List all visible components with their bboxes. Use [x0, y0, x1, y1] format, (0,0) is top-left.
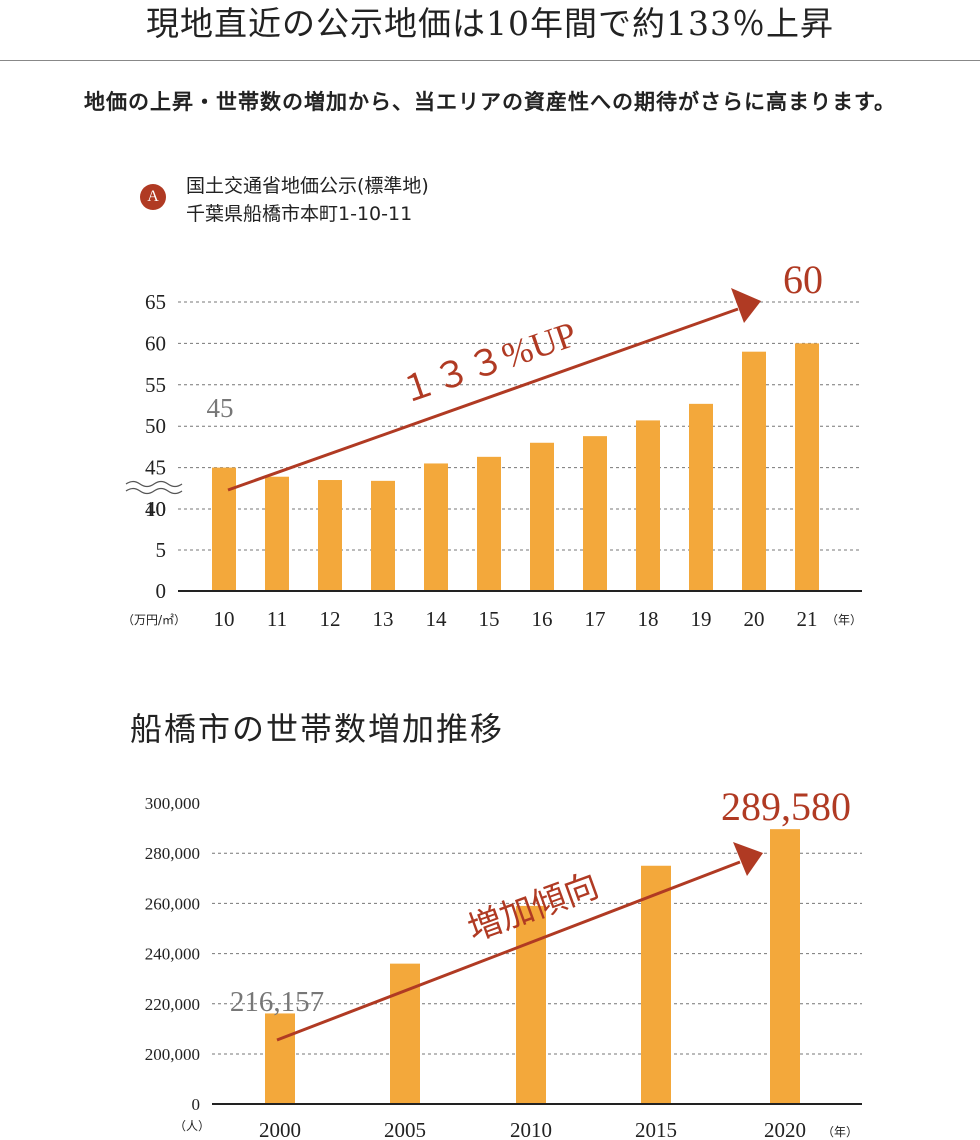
- bar: [477, 456, 501, 591]
- y-tick-label: 10: [145, 497, 166, 521]
- bar: [583, 436, 607, 591]
- x-tick-label: 15: [479, 607, 500, 631]
- last-value-label: 289,580: [721, 784, 851, 829]
- y-tick-label: 55: [145, 373, 166, 397]
- y-tick-label: 5: [156, 538, 167, 562]
- bar: [390, 963, 420, 1104]
- bar: [641, 865, 671, 1104]
- page-headline: 現地直近の公示地価は10年間で約133％上昇: [146, 4, 834, 43]
- x-tick-label: 10: [214, 607, 235, 631]
- bar: [530, 442, 554, 591]
- first-value-label: 45: [207, 393, 234, 423]
- x-tick-label: 19: [691, 607, 712, 631]
- bar: [265, 1013, 295, 1104]
- y-tick-label: 300,000: [145, 794, 200, 813]
- source-line-1: 国土交通省地価公示(標準地): [186, 175, 429, 197]
- y-unit-label: （人）: [174, 1119, 210, 1133]
- y-tick-label: 280,000: [145, 844, 200, 863]
- x-unit-label: （年）: [826, 613, 862, 627]
- x-tick-label: 2005: [384, 1118, 426, 1140]
- y-tick-label: 50: [145, 414, 166, 438]
- bar: [265, 476, 289, 591]
- x-tick-label: 21: [797, 607, 818, 631]
- lead-text: 地価の上昇・世帯数の増加から、当エリアの資産性への期待がさらに高まります。: [84, 90, 896, 114]
- y-tick-label: 45: [145, 456, 166, 480]
- bar: [636, 420, 660, 591]
- y-tick-label: 0: [156, 579, 167, 603]
- x-tick-label: 2015: [635, 1118, 677, 1140]
- x-tick-label: 14: [426, 607, 448, 631]
- axis-break-mark: [125, 480, 183, 488]
- trend-arrow-line: [227, 307, 739, 492]
- y-unit-label: （万円/㎡）: [122, 613, 186, 627]
- x-tick-label: 2000: [259, 1118, 301, 1140]
- bar: [795, 343, 819, 591]
- x-tick-label: 18: [638, 607, 659, 631]
- source-line-2: 千葉県船橋市本町1-10-11: [186, 203, 413, 225]
- trend-arrow-head: [731, 288, 761, 323]
- x-tick-label: 2020: [764, 1118, 806, 1140]
- y-tick-label: 40: [145, 497, 166, 521]
- bar: [371, 480, 395, 591]
- y-tick-label: 200,000: [145, 1045, 200, 1064]
- y-tick-label: 60: [145, 331, 166, 355]
- trend-arrow-head: [733, 842, 763, 876]
- x-tick-label: 17: [585, 607, 606, 631]
- trend-arrow-line: [276, 860, 741, 1042]
- y-tick-label: 220,000: [145, 995, 200, 1014]
- x-tick-label: 11: [267, 607, 287, 631]
- bar: [770, 829, 800, 1104]
- x-tick-label: 20: [744, 607, 765, 631]
- x-tick-label: 12: [320, 607, 341, 631]
- x-tick-label: 13: [373, 607, 394, 631]
- bar: [318, 480, 342, 591]
- bar: [689, 403, 713, 591]
- y-tick-label: 0: [192, 1095, 201, 1114]
- first-value-label: 216,157: [230, 986, 324, 1018]
- bar: [742, 351, 766, 591]
- axis-break-mark: [125, 487, 183, 495]
- x-tick-label: 16: [532, 607, 553, 631]
- x-tick-label: 2010: [510, 1118, 552, 1140]
- headline-divider: [0, 60, 980, 61]
- y-tick-label: 260,000: [145, 894, 200, 913]
- x-unit-label: （年）: [822, 1125, 858, 1139]
- section2-title: 船橋市の世帯数増加推移: [130, 710, 505, 748]
- bar: [516, 905, 546, 1104]
- source-badge: A: [140, 184, 166, 210]
- y-tick-label: 240,000: [145, 945, 200, 964]
- source-text: 国土交通省地価公示(標準地) 千葉県船橋市本町1-10-11: [186, 172, 429, 228]
- last-value-label: 60: [783, 257, 823, 302]
- y-tick-label: 65: [145, 290, 166, 314]
- bar: [424, 463, 448, 591]
